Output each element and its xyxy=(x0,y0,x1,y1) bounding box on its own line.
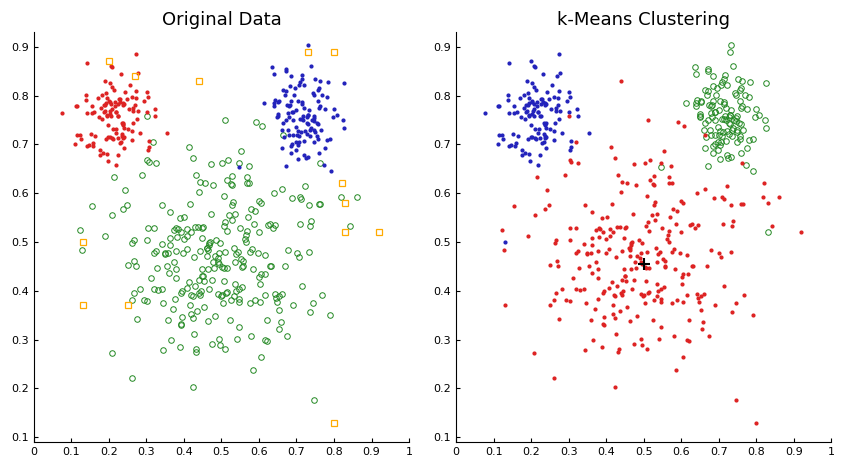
Title: Original Data: Original Data xyxy=(162,11,281,29)
Title: k-Means Clustering: k-Means Clustering xyxy=(558,11,730,29)
